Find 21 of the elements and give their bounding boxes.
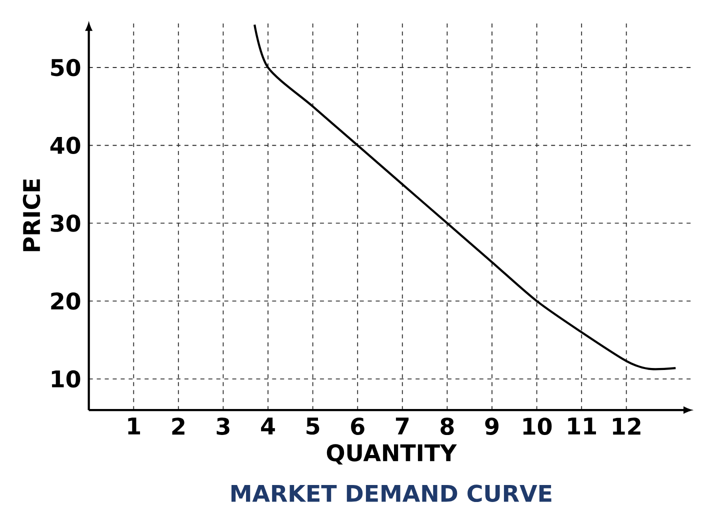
x-tick-label: 12 — [612, 418, 640, 435]
y-tick-label: 20 — [51, 292, 80, 310]
x-tick-label: 9 — [485, 418, 498, 435]
text: MARKET DEMAND CURVE — [231, 484, 552, 502]
x-tick-label: 11 — [568, 418, 596, 434]
x-tick-label: 8 — [440, 418, 454, 436]
x-tick-label: 3 — [216, 418, 230, 436]
y-tick-label: 10 — [52, 370, 80, 388]
y-tick-label: 40 — [50, 136, 80, 154]
y-tick-label: 30 — [50, 214, 80, 232]
x-tick-label: 4 — [261, 418, 275, 434]
x-tick-label: 6 — [351, 418, 364, 435]
x-tick-label: 2 — [172, 418, 184, 435]
x-tick-label: 1 — [128, 418, 140, 434]
x-tick-label: 10 — [523, 418, 552, 436]
y-axis-title: PRICE — [22, 179, 40, 252]
x-axis-title: QUANTITY — [326, 444, 457, 465]
line-series — [254, 24, 677, 370]
x-tick-label: 5 — [306, 418, 320, 435]
x-tick-label: 7 — [396, 418, 409, 434]
y-tick-label: 50 — [51, 58, 80, 76]
